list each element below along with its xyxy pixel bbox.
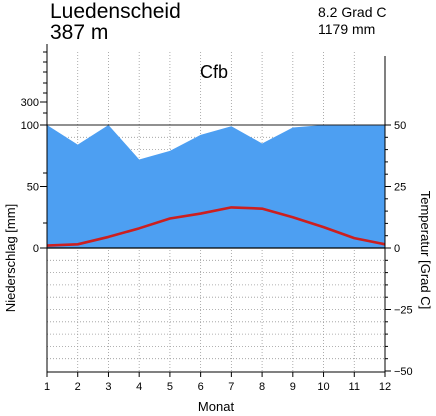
right-tick-label: 25 — [394, 182, 406, 194]
climate-class: Cfb — [200, 62, 229, 82]
mean-temperature: 8.2 Grad C — [318, 4, 387, 20]
right-axis-label: Temperatur [Grad C] — [418, 191, 433, 310]
right-tick-label: −25 — [394, 305, 413, 317]
axes — [40, 44, 391, 377]
annual-precipitation: 1179 mm — [318, 21, 376, 37]
x-tick-label: 10 — [317, 381, 329, 393]
x-tick-label: 2 — [75, 381, 81, 393]
left-tick-label: 300 — [21, 97, 39, 109]
x-tick-label: 7 — [228, 381, 234, 393]
temperature-line — [46, 206, 386, 247]
right-tick-label: 50 — [394, 120, 406, 132]
left-tick-label: 50 — [27, 182, 39, 194]
x-tick-label: 8 — [259, 381, 265, 393]
x-tick-label: 11 — [349, 381, 360, 393]
station-elevation: 387 m — [50, 21, 109, 44]
left-tick-label: 100 — [21, 120, 39, 132]
x-tick-label: 9 — [290, 381, 296, 393]
left-tick-label: 0 — [33, 243, 39, 255]
x-tick-label: 4 — [136, 381, 142, 393]
x-tick-label: 12 — [379, 381, 391, 393]
precipitation-fill — [47, 125, 385, 248]
axis-labels: 1 2 3 4 5 6 7 8 9 10 11 1205010030050250−25−50Monat… — [3, 97, 433, 414]
right-tick-label: 0 — [394, 243, 400, 255]
x-tick-label: 1 — [44, 381, 50, 393]
x-tick-label: 5 — [167, 381, 173, 393]
right-tick-label: −50 — [394, 366, 413, 378]
station-name: Luedenscheid — [50, 0, 181, 23]
precipitation-area — [47, 124, 385, 248]
x-tick-label: 3 — [105, 381, 111, 393]
x-tick-label: 6 — [198, 381, 204, 393]
left-axis-label: Niederschlag [mm] — [3, 204, 18, 312]
x-axis-label: Monat — [198, 399, 235, 414]
